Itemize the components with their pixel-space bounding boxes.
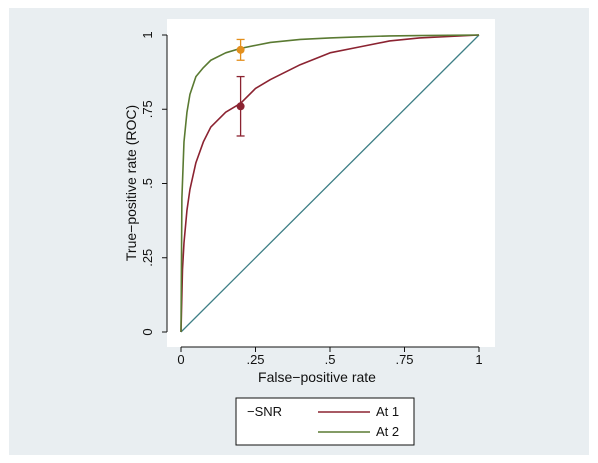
legend-title: −SNR <box>247 404 282 419</box>
y-axis-title: True−positive rate (ROC) <box>123 105 139 261</box>
operating-point-at-2 <box>236 45 245 54</box>
legend: −SNR At 1 At 2 <box>235 397 415 446</box>
x-tick-label: 0 <box>177 352 184 367</box>
operating-points-layer <box>236 38 245 137</box>
y-tick-label: .75 <box>140 100 155 118</box>
x-tick-label: .25 <box>246 352 264 367</box>
reference-line-layer <box>180 34 480 333</box>
legend-label-at-2: At 2 <box>376 424 399 439</box>
x-tick-label: 1 <box>475 352 482 367</box>
reference-diagonal-line <box>180 34 480 333</box>
y-tick-label: .25 <box>140 249 155 267</box>
y-tick-label: 0 <box>140 328 155 335</box>
y-tick-label: .5 <box>140 178 155 189</box>
y-tick-label: 1 <box>140 31 155 38</box>
x-tick-label: .75 <box>395 352 413 367</box>
legend-label-at-1: At 1 <box>376 404 399 419</box>
x-axis-title: False−positive rate <box>258 369 376 385</box>
x-tick-label: .5 <box>325 352 336 367</box>
operating-point-at-1 <box>236 102 245 111</box>
tick-layer: 0 .25 .5 .75 1 0 .25 .5 .75 1 <box>140 31 483 367</box>
legend-box <box>235 397 415 446</box>
